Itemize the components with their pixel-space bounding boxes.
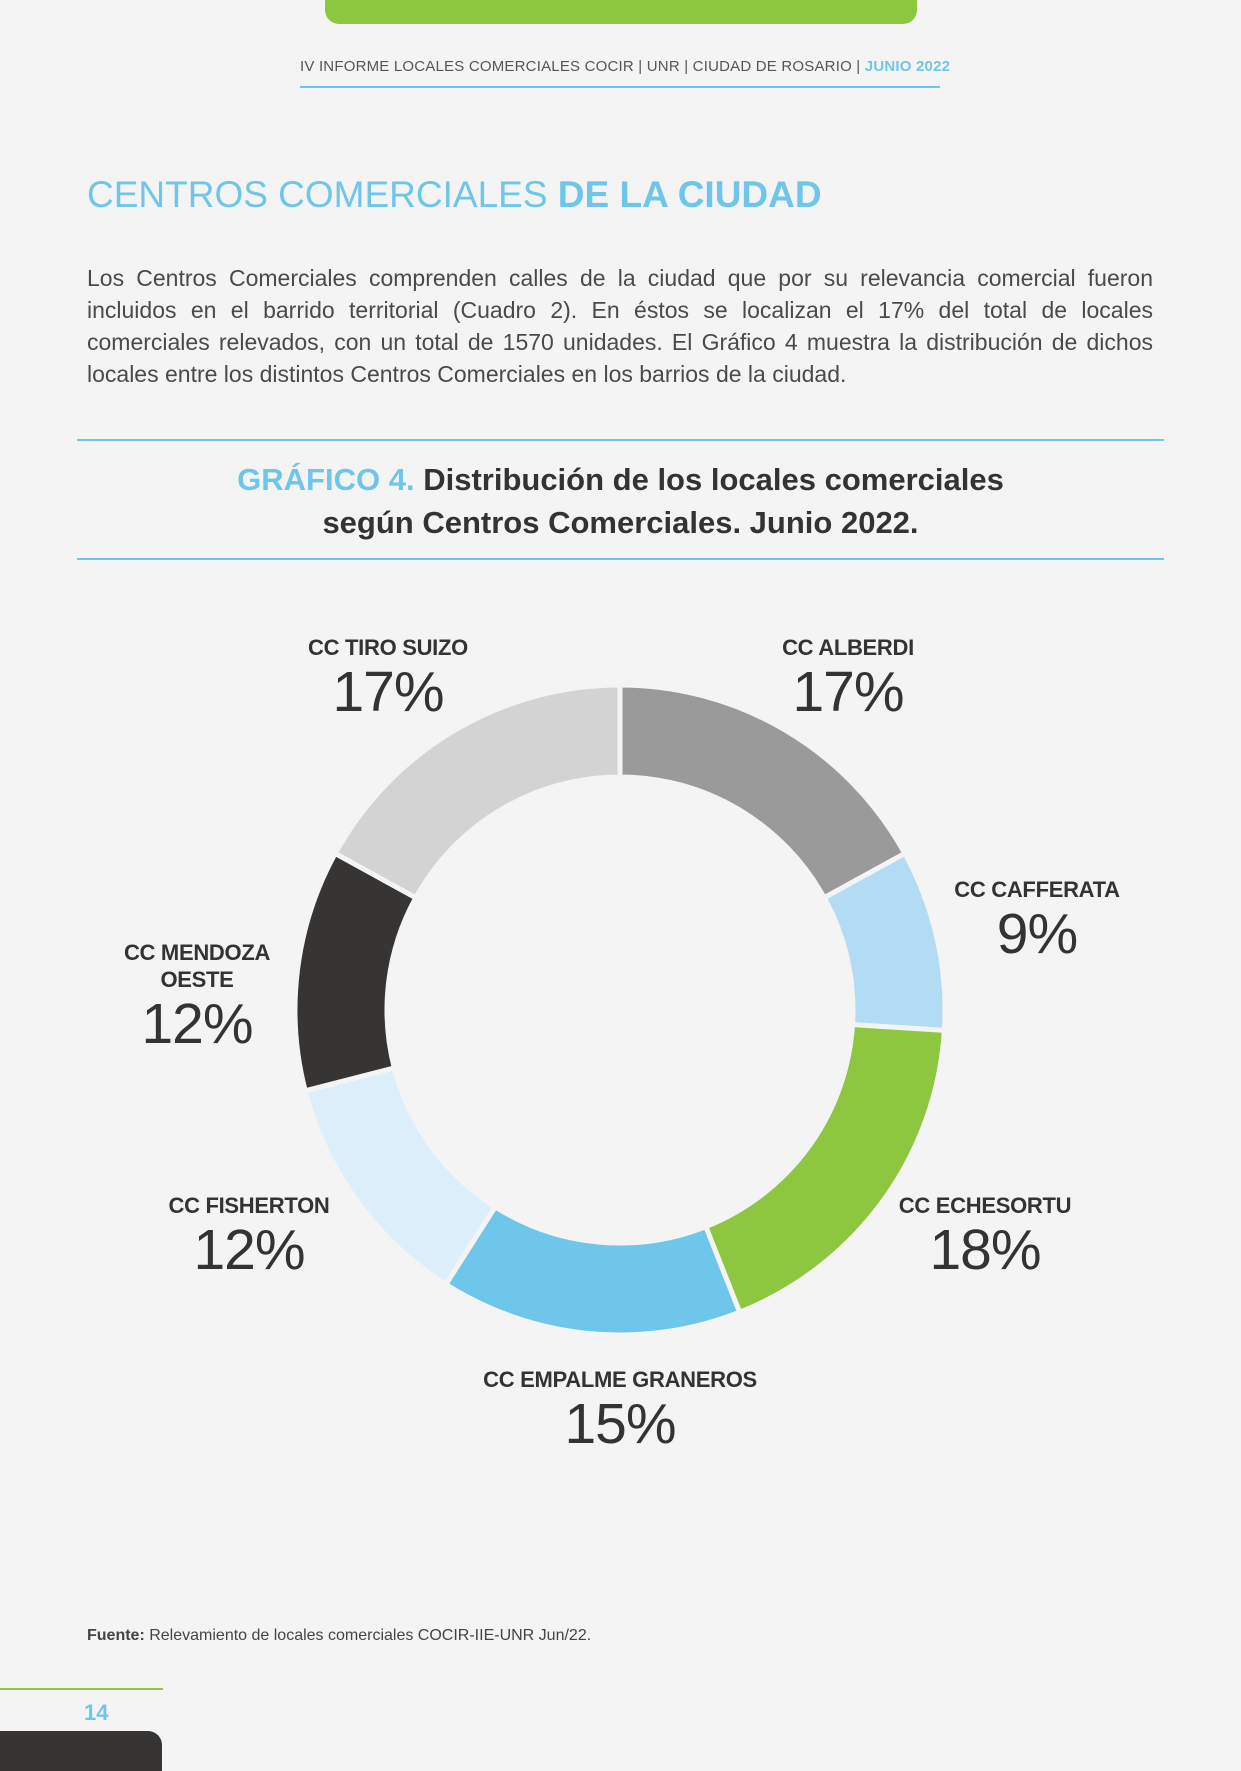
donut-slice-cc-fisherton bbox=[302, 1064, 499, 1288]
slice-label-name: CC ECHESORTU bbox=[898, 1193, 1072, 1218]
slice-label-name: CC EMPALME GRANEROS bbox=[483, 1367, 757, 1392]
slice-label-value: 9% bbox=[996, 902, 1078, 966]
slice-label-name: CC FISHERTON bbox=[168, 1193, 330, 1218]
top-accent-bar bbox=[325, 0, 917, 24]
footer-rule bbox=[0, 1688, 163, 1690]
section-title-light: CENTROS COMERCIALES bbox=[87, 174, 558, 215]
running-header-text: IV INFORME LOCALES COMERCIALES COCIR | U… bbox=[300, 58, 865, 75]
source-note: Fuente: Relevamiento de locales comercia… bbox=[87, 1627, 591, 1645]
slice-label-tiro-suizo: CC TIRO SUIZO 17% bbox=[308, 634, 468, 723]
running-header-date: JUNIO 2022 bbox=[864, 58, 951, 75]
chart-title-number: GRÁFICO 4. bbox=[237, 462, 415, 497]
slice-label-name: CC CAFFERATA bbox=[954, 877, 1120, 902]
slice-label-name: CC TIRO SUIZO bbox=[308, 635, 468, 660]
slice-label-empalme-graneros: CC EMPALME GRANEROS 15% bbox=[483, 1366, 757, 1455]
slice-label-name: CC ALBERDI bbox=[782, 635, 914, 660]
slice-label-alberdi: CC ALBERDI 17% bbox=[782, 634, 914, 723]
slice-label-fisherton: CC FISHERTON 12% bbox=[168, 1192, 329, 1281]
slice-label-value: 17% bbox=[332, 660, 444, 724]
section-title-bold: DE LA CIUDAD bbox=[557, 174, 822, 215]
slice-label-mendoza-oeste: CC MENDOZA OESTE 12% bbox=[117, 939, 277, 1055]
slice-label-value: 18% bbox=[929, 1218, 1041, 1282]
slice-label-name: CC MENDOZA OESTE bbox=[123, 940, 271, 992]
chart-title-bottom-rule bbox=[77, 558, 1164, 560]
donut-slice-cc-tiro-suizo bbox=[331, 682, 623, 902]
page-number: 14 bbox=[84, 1700, 109, 1725]
slice-label-echesortu: CC ECHESORTU 18% bbox=[898, 1192, 1072, 1282]
footer-tab bbox=[0, 1731, 162, 1771]
chart-title: GRÁFICO 4. Distribución de los locales c… bbox=[120, 458, 1121, 544]
source-label: Fuente: bbox=[87, 1627, 145, 1644]
slice-label-cafferata: CC CAFFERATA 9% bbox=[954, 876, 1120, 966]
donut-slice-cc-empalme-graneros bbox=[442, 1203, 743, 1338]
slice-label-value: 12% bbox=[193, 1218, 305, 1282]
chart-title-top-rule bbox=[77, 439, 1164, 441]
section-title: CENTROS COMERCIALES DE LA CIUDAD bbox=[87, 174, 822, 216]
chart-title-line2: según Centros Comerciales. Junio 2022. bbox=[322, 505, 919, 540]
chart-title-line1: Distribución de los locales comerciales bbox=[423, 462, 1004, 497]
slice-label-value: 12% bbox=[141, 992, 253, 1056]
header-rule bbox=[300, 86, 940, 88]
slice-label-value: 15% bbox=[564, 1392, 676, 1456]
slice-label-value: 17% bbox=[792, 660, 904, 724]
running-header: IV INFORME LOCALES COMERCIALES COCIR | U… bbox=[300, 58, 950, 75]
intro-paragraph: Los Centros Comerciales comprenden calle… bbox=[87, 265, 1153, 387]
source-text: Relevamiento de locales comerciales COCI… bbox=[144, 1627, 592, 1644]
